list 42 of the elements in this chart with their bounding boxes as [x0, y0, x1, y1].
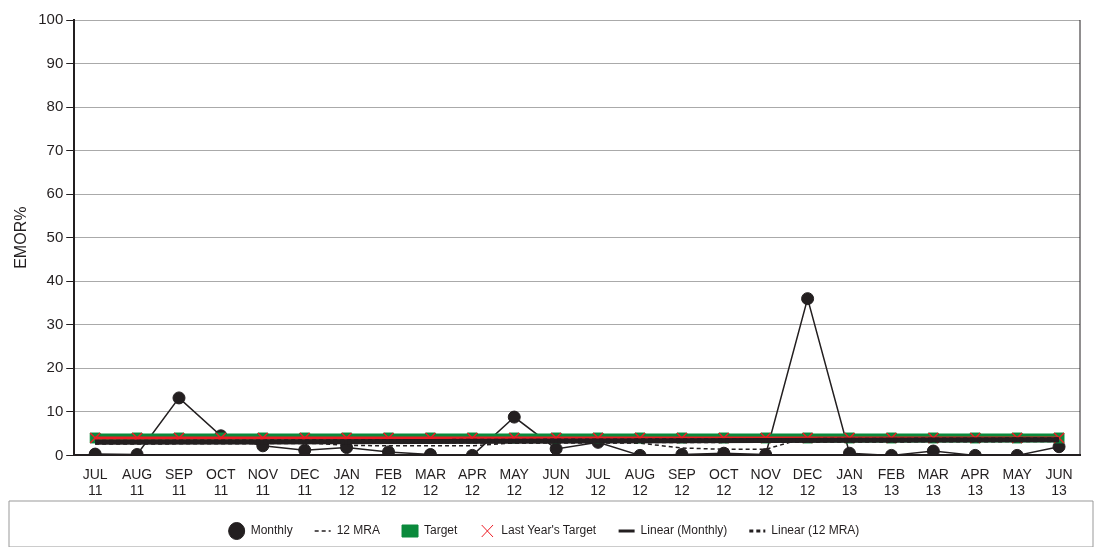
x-tick-label: OCT 12	[709, 465, 740, 499]
legend-label: Linear (12 MRA)	[771, 523, 860, 538]
x-tick-label: FEB 13	[877, 465, 906, 499]
x-tick-label: AUG 11	[121, 465, 153, 499]
x-tick-label: JAN 12	[333, 465, 360, 499]
x-tick-label: JUN 12	[542, 465, 570, 499]
legend-label: Linear (Monthly)	[640, 523, 728, 538]
y-tick-label: 40	[46, 271, 64, 289]
y-tick-label: 10	[46, 402, 64, 419]
x-tick-label: JAN 13	[836, 465, 863, 499]
y-axis-title: EMOR%	[12, 206, 30, 269]
y-tick-label: 100	[38, 10, 64, 28]
x-tick-label: JUL 11	[82, 465, 108, 499]
x-tick-label: MAY 13	[1002, 465, 1033, 499]
x-tick-label: NOV 12	[750, 465, 782, 499]
y-tick-label: 30	[46, 314, 64, 332]
x-tick-label: APR 13	[960, 465, 990, 499]
legend-label: 12 MRA	[336, 523, 381, 538]
x-tick-label: APR 12	[457, 465, 487, 499]
x-tick-label: MAY 12	[499, 465, 530, 499]
x-tick-label: DEC 11	[289, 465, 320, 499]
x-tick-label: FEB 12	[374, 465, 403, 499]
x-tick-label: NOV 11	[247, 465, 279, 499]
y-tick-label: 60	[46, 184, 64, 202]
x-tick-label: JUL 12	[585, 465, 611, 499]
x-tick-label: MAR 12	[414, 465, 446, 499]
legend-label: Last Year's Target	[501, 523, 597, 538]
x-tick-label: DEC 12	[792, 465, 823, 499]
legend-label: Target	[424, 523, 459, 538]
y-tick-label: 50	[46, 227, 64, 245]
x-tick-label: OCT 11	[206, 465, 237, 499]
x-tick-label: JUN 13	[1045, 465, 1073, 499]
x-tick-label: SEP 11	[164, 465, 193, 499]
y-tick-label: 0	[54, 445, 64, 463]
legend-label: Monthly	[250, 523, 293, 538]
x-tick-label: AUG 12	[624, 465, 656, 499]
x-tick-label: MAR 13	[917, 465, 949, 499]
x-tick-label: SEP 12	[667, 465, 696, 499]
y-tick-label: 80	[46, 97, 64, 115]
y-tick-label: 20	[46, 358, 64, 376]
y-tick-label: 90	[46, 53, 64, 71]
y-tick-label: 70	[46, 140, 64, 158]
